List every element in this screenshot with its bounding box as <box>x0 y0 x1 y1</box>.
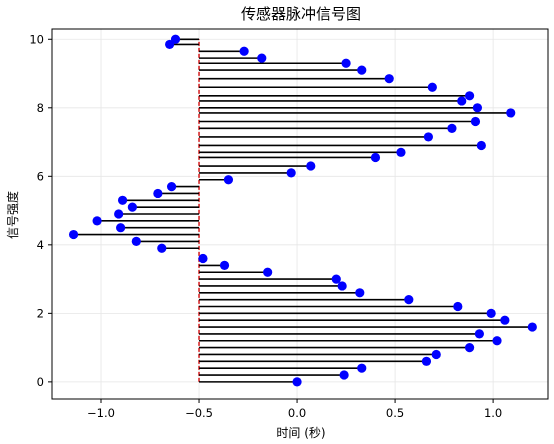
stem-marker <box>474 329 484 339</box>
stem-marker <box>292 377 302 387</box>
y-axis-label: 信号强度 <box>5 191 20 239</box>
x-tick-label: −1.0 <box>87 406 115 420</box>
y-tick-label: 2 <box>37 306 44 320</box>
stem-marker <box>198 253 208 264</box>
stem-marker <box>166 181 177 192</box>
stem-marker <box>286 168 296 178</box>
plot-frame <box>51 28 549 400</box>
stem-marker <box>157 243 167 253</box>
stem-marker <box>355 288 365 298</box>
stem-marker <box>453 301 463 312</box>
stem-marker <box>153 188 163 199</box>
stem-marker <box>464 91 475 101</box>
y-tick-label: 8 <box>37 101 44 115</box>
y-tick-label: 4 <box>37 238 44 252</box>
stem-marker <box>527 322 537 332</box>
stem-marker <box>92 216 102 226</box>
x-tick-label: 1.0 <box>484 406 502 420</box>
stem-marker <box>116 223 126 233</box>
markers <box>68 34 537 387</box>
y-axis-ticks: 0 2 4 6 8 10 <box>29 32 52 389</box>
stem-marker <box>447 123 457 133</box>
stem-marker <box>427 82 437 92</box>
stem-marker <box>223 175 234 185</box>
stem-marker <box>472 103 483 113</box>
x-tick-label: −0.5 <box>185 406 213 420</box>
stem-marker <box>219 260 230 270</box>
stem-marker <box>486 308 496 318</box>
stem-marker <box>306 161 316 171</box>
stem-marker <box>263 267 273 277</box>
stem-marker <box>339 370 349 380</box>
stem-marker <box>476 140 486 151</box>
x-tick-label: 0.0 <box>288 406 306 420</box>
stem-marker <box>464 343 475 353</box>
stem-marker <box>396 147 406 157</box>
stem-marker <box>68 229 79 240</box>
x-axis-label: 时间 (秒) <box>276 426 325 440</box>
stem-marker <box>370 152 381 163</box>
stem-marker <box>470 116 481 127</box>
stem-marker <box>257 53 267 63</box>
stem-marker <box>423 132 434 142</box>
stem-marker <box>341 58 351 68</box>
stem-marker <box>114 209 124 219</box>
x-tick-label: 0.5 <box>386 406 404 420</box>
stem-marker <box>457 96 467 106</box>
stem-marker <box>357 65 367 75</box>
y-tick-label: 10 <box>29 32 44 46</box>
x-axis-ticks: −1.0 −0.5 0.0 0.5 1.0 <box>87 399 502 420</box>
stem-marker <box>357 363 367 373</box>
stem-marker <box>500 315 510 325</box>
stem-marker <box>492 336 502 346</box>
y-tick-label: 0 <box>37 375 44 389</box>
stem-marker <box>337 281 347 291</box>
stem-marker <box>331 274 341 284</box>
stem-marker <box>384 74 394 84</box>
stem-marker <box>127 202 137 212</box>
stem-marker <box>117 195 128 205</box>
stem-marker <box>431 349 441 360</box>
y-tick-label: 6 <box>37 169 44 183</box>
stem-marker <box>421 356 432 366</box>
stem-marker <box>506 108 516 118</box>
stem-marker <box>170 34 181 44</box>
stem-marker <box>131 236 141 247</box>
stem-marker <box>239 46 249 56</box>
stems <box>73 38 533 383</box>
stem-marker <box>404 295 414 305</box>
chart-title: 传感器脉冲信号图 <box>241 5 361 23</box>
